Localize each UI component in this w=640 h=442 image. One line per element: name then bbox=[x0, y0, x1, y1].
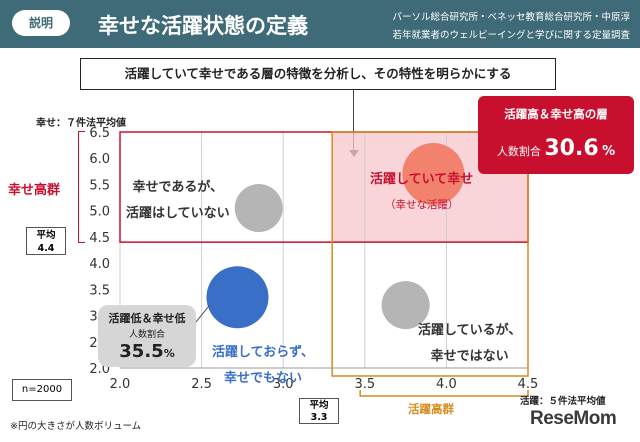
banner-arrow-line bbox=[353, 90, 354, 150]
callout-high-share: 人数割合 30.6 % bbox=[478, 136, 634, 161]
x-tick-label-4: 4.0 bbox=[436, 377, 457, 392]
x-tick-label-0: 2.0 bbox=[110, 377, 131, 392]
quadrant-active-not-happy: 活躍しているが、 幸せではない bbox=[418, 318, 521, 370]
source-line-2: 若年就業者のウェルビーイングと学びに関する定量調査 bbox=[392, 30, 630, 41]
x-axis-title: 活躍：５件法平均値 bbox=[520, 396, 606, 407]
active-group-label: 活躍高群 bbox=[408, 402, 454, 416]
bubble-0 bbox=[234, 184, 283, 233]
happy-group-label: 幸せ高群 bbox=[8, 183, 61, 198]
bubble-1 bbox=[402, 142, 465, 205]
sample-size: n=2000 bbox=[12, 379, 72, 401]
callout-high-group: 活躍高＆幸せ高の層 人数割合 30.6 % bbox=[478, 96, 634, 174]
callout-low-group: 活躍低＆幸せ低 人数割合 35.5% bbox=[98, 305, 196, 367]
avg-x-value: 3.3 bbox=[310, 412, 328, 423]
avg-y-label: 平均 bbox=[36, 230, 56, 241]
avg-y-value: 4.4 bbox=[37, 243, 55, 254]
quadrant-happy-not-active: 幸せであるが、 活躍はしていない bbox=[126, 175, 230, 227]
quadrant-not-active-not-happy-line2: 幸せでもない bbox=[224, 371, 303, 386]
y-tick-label-3: 3.5 bbox=[89, 283, 110, 298]
quadrant-happy-not-active-line2: 活躍はしていない bbox=[126, 206, 230, 221]
section-badge: 説明 bbox=[12, 10, 70, 36]
y-tick-label-8: 6.0 bbox=[89, 152, 110, 167]
y-tick-label-6: 5.0 bbox=[89, 205, 110, 220]
quadrant-active-not-happy-line1: 活躍しているが、 bbox=[418, 323, 522, 338]
callout-low-label: 人数割合 bbox=[128, 330, 165, 340]
avg-x-box: 平均 3.3 bbox=[299, 398, 339, 424]
resemom-logo: ReseMom bbox=[530, 408, 617, 429]
avg-y-box: 平均 4.4 bbox=[26, 227, 66, 255]
page-title: 幸せな活躍状態の定義 bbox=[98, 14, 308, 38]
quadrant-not-active-not-happy: 活躍しておらず、 幸せでもない bbox=[212, 340, 314, 392]
y-tick-label-5: 4.5 bbox=[89, 231, 110, 246]
quadrant-active-happy-sub: （幸せな活躍） bbox=[385, 199, 459, 211]
active-group-bracket bbox=[359, 390, 529, 397]
callout-low-unit: % bbox=[163, 347, 175, 360]
callout-high-label: 人数割合 bbox=[496, 145, 541, 158]
footnote: ※円の大きさが人数ボリューム bbox=[10, 421, 142, 432]
quadrant-not-active-not-happy-line1: 活躍しておらず、 bbox=[212, 345, 315, 360]
x-tick-label-1: 2.5 bbox=[191, 377, 212, 392]
y-axis-title: 幸せ：７件法平均値 bbox=[36, 118, 126, 129]
callout-low-value: 35.5 bbox=[119, 341, 164, 362]
callout-low-title: 活躍低＆幸せ低 bbox=[108, 312, 186, 325]
y-tick-label-4: 4.0 bbox=[89, 257, 110, 272]
quadrant-happy-not-active-line1: 幸せであるが、 bbox=[132, 180, 224, 195]
header-bar: 説明 幸せな活躍状態の定義 パーソル総合研究所・ベネッセ教育総合研究所・中原淳 … bbox=[0, 0, 640, 48]
bubble-3 bbox=[381, 281, 430, 330]
quadrant-active-happy: 活躍していて幸せ bbox=[370, 172, 474, 187]
y-tick-label-7: 5.5 bbox=[89, 178, 110, 193]
x-tick-label-2: 3.0 bbox=[273, 377, 294, 392]
x-tick-label-5: 4.5 bbox=[518, 377, 539, 392]
quadrant-active-not-happy-line2: 幸せではない bbox=[430, 349, 509, 364]
callout-high-value: 30.6 bbox=[544, 136, 599, 161]
source-line-1: パーソル総合研究所・ベネッセ教育総合研究所・中原淳 bbox=[392, 12, 630, 23]
purpose-banner: 活躍していて幸せである層の特徴を分析し、その特性を明らかにする bbox=[80, 58, 556, 90]
happy-group-bracket bbox=[78, 131, 85, 243]
avg-x-label: 平均 bbox=[309, 400, 329, 411]
y-tick-label-9: 6.5 bbox=[89, 126, 110, 141]
callout-low-share: 35.5% bbox=[98, 341, 196, 362]
callout-low-connector bbox=[195, 304, 210, 323]
callout-high-title: 活躍高＆幸せ高の層 bbox=[504, 107, 608, 121]
x-tick-label-3: 3.5 bbox=[354, 377, 375, 392]
callout-high-unit: % bbox=[602, 144, 616, 159]
bubble-2 bbox=[206, 266, 269, 329]
active-group-box bbox=[331, 131, 529, 377]
